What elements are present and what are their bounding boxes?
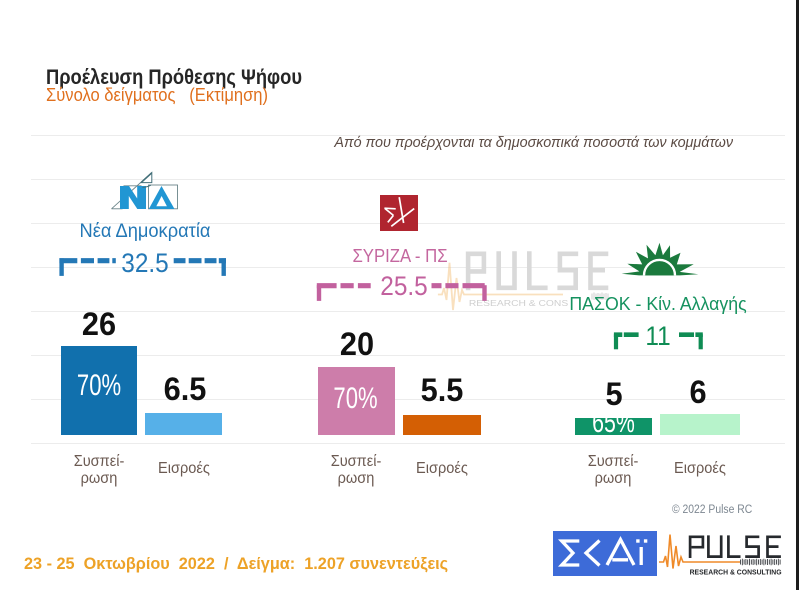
svg-text:RESEARCH & CONS: RESEARCH & CONS <box>469 299 568 308</box>
svg-text:RESEARCH & CONSULTING: RESEARCH & CONSULTING <box>690 568 782 577</box>
